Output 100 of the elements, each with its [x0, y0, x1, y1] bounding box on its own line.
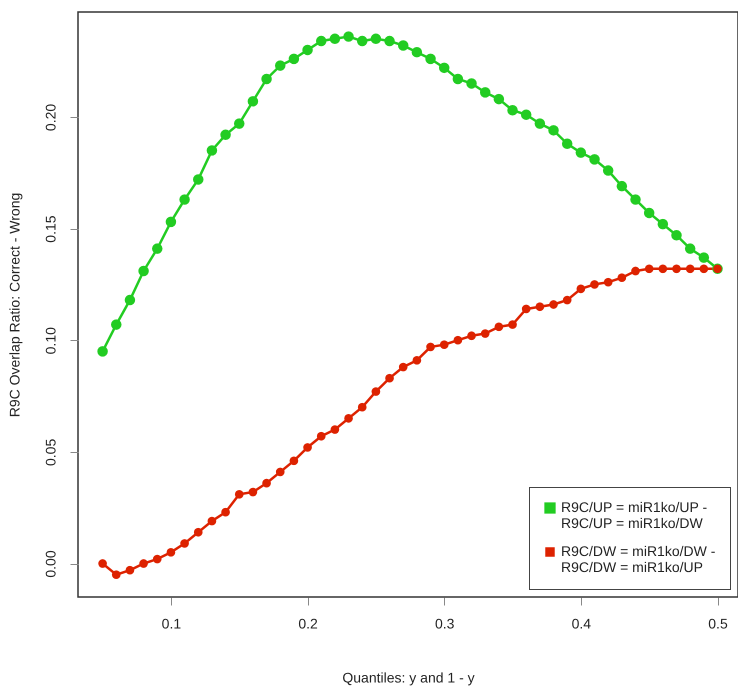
point	[671, 230, 682, 241]
point	[644, 208, 654, 218]
point	[206, 145, 218, 156]
point	[248, 96, 258, 107]
y-tick-label: 0.00	[42, 550, 58, 578]
point	[152, 554, 162, 564]
point	[139, 559, 148, 568]
x-tick-label: 0.5	[708, 616, 728, 632]
point	[111, 319, 122, 330]
point	[684, 243, 696, 254]
point	[330, 34, 340, 44]
point	[276, 468, 285, 476]
point	[698, 252, 710, 263]
legend-label: R9C/UP = miR1ko/UP - R9C/UP = miR1ko/DW	[561, 499, 708, 531]
point	[97, 346, 108, 357]
point	[180, 539, 189, 548]
point	[494, 94, 504, 104]
x-tick-label: 0.3	[434, 616, 455, 632]
point	[261, 74, 272, 84]
point	[193, 174, 204, 185]
point	[534, 118, 546, 129]
y-tick-label: 0.10	[42, 326, 58, 354]
point	[166, 216, 176, 228]
x-tick-label: 0.1	[162, 616, 182, 632]
point	[616, 180, 628, 192]
point	[467, 331, 476, 340]
x-tick-label: 0.4	[572, 616, 592, 632]
point	[548, 125, 559, 136]
point	[602, 165, 614, 176]
point	[344, 414, 353, 423]
point	[658, 264, 668, 274]
point	[590, 280, 599, 289]
point	[152, 243, 162, 254]
point	[221, 508, 230, 516]
point	[138, 266, 149, 276]
point	[179, 194, 190, 205]
point	[220, 130, 231, 140]
point	[576, 284, 586, 294]
point	[274, 60, 286, 71]
point	[303, 443, 312, 452]
point	[520, 109, 532, 120]
point	[112, 570, 121, 579]
point	[562, 138, 572, 149]
point	[576, 147, 586, 158]
point	[288, 54, 300, 64]
point	[425, 54, 436, 64]
point	[480, 87, 490, 98]
point	[494, 322, 504, 332]
point	[672, 264, 681, 274]
y-tick-label: 0.15	[42, 215, 58, 243]
point	[522, 304, 531, 314]
point	[126, 566, 134, 575]
point	[454, 336, 462, 345]
point	[631, 266, 640, 276]
point	[686, 264, 695, 274]
point	[385, 374, 394, 383]
y-tick-label: 0.05	[42, 438, 58, 466]
point	[234, 118, 244, 129]
point	[440, 340, 449, 350]
point	[262, 478, 271, 488]
point	[356, 36, 368, 46]
y-tick-label: 0.20	[42, 104, 58, 132]
point	[536, 302, 544, 312]
point	[466, 78, 477, 89]
point	[316, 36, 326, 46]
point	[208, 516, 216, 526]
point	[549, 300, 558, 309]
point	[589, 154, 600, 165]
point	[358, 402, 367, 412]
point	[166, 548, 176, 557]
x-tick-label: 0.2	[298, 616, 318, 632]
point	[480, 329, 490, 338]
x-axis-title: Quantiles: y and 1 - y	[342, 670, 475, 686]
point	[630, 194, 641, 205]
point	[507, 105, 518, 116]
point	[290, 456, 298, 466]
point	[562, 296, 572, 304]
point	[438, 62, 450, 74]
point	[316, 432, 326, 441]
point	[124, 294, 136, 306]
y-axis-title: R9C Overlap Ratio: Correct - Wrong	[6, 192, 22, 418]
point	[248, 488, 258, 496]
point	[234, 490, 244, 499]
point	[302, 44, 313, 56]
point	[618, 273, 626, 282]
point	[370, 34, 382, 44]
point	[398, 40, 408, 51]
point	[644, 264, 654, 274]
point	[426, 342, 435, 352]
point	[330, 425, 340, 434]
point	[398, 362, 408, 372]
point	[658, 218, 668, 230]
point	[98, 559, 107, 568]
point	[412, 356, 422, 365]
point	[412, 46, 422, 58]
legend-label: R9C/DW = miR1ko/DW - R9C/DW = miR1ko/UP	[561, 543, 716, 575]
point	[384, 36, 395, 46]
point	[372, 387, 380, 396]
point	[452, 74, 464, 84]
point	[604, 278, 613, 286]
